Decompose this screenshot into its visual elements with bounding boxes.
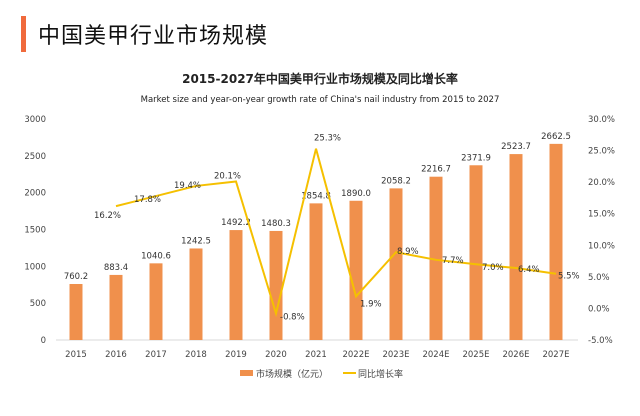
bar — [109, 274, 123, 340]
x-tick-label: 2025E — [462, 350, 489, 360]
bar — [149, 263, 163, 340]
title-accent-bar — [21, 16, 26, 52]
x-tick-label: 2020 — [265, 350, 287, 360]
bar — [309, 203, 323, 340]
legend-line-label: 同比增长率 — [358, 368, 403, 380]
line-data-label: 6.4% — [518, 265, 540, 275]
right-tick-label: 15.0% — [588, 210, 615, 220]
bar — [349, 200, 363, 340]
chart-subtitle: Market size and year-on-year growth rate… — [141, 95, 500, 105]
left-tick-label: 1500 — [24, 226, 46, 236]
bar-data-label: 2371.9 — [461, 153, 491, 163]
bar-data-label: 1492.2 — [221, 218, 251, 228]
bar — [229, 230, 243, 340]
line-data-label: 5.5% — [558, 272, 580, 282]
line-data-label: 8.9% — [397, 247, 419, 257]
left-tick-label: 2500 — [24, 152, 46, 162]
legend: 市场规模（亿元） 同比增长率 — [240, 368, 403, 380]
line-data-label: 1.9% — [360, 299, 382, 309]
bar — [189, 248, 203, 340]
left-tick-label: 0 — [41, 336, 46, 346]
left-tick-label: 500 — [30, 299, 46, 309]
bar-data-label: 1480.3 — [261, 219, 291, 229]
x-tick-label: 2018 — [185, 350, 207, 360]
bar — [549, 143, 563, 340]
line-data-label: 20.1% — [214, 172, 241, 182]
bar-data-label: 1040.6 — [141, 251, 171, 261]
legend-bar-label: 市场规模（亿元） — [256, 368, 328, 380]
x-tick-label: 2023E — [382, 350, 409, 360]
line-data-label: 7.0% — [482, 263, 504, 273]
right-tick-label: 20.0% — [588, 178, 615, 188]
bar-data-label: 2216.7 — [421, 165, 451, 175]
right-tick-label: 10.0% — [588, 241, 615, 251]
left-tick-label: 3000 — [24, 115, 46, 125]
line-data-label: 25.3% — [314, 134, 341, 144]
bar-data-label: 1242.5 — [181, 236, 211, 246]
left-tick-label: 2000 — [24, 189, 46, 199]
bar-data-label: 2662.5 — [541, 132, 571, 142]
right-tick-label: -5.0% — [588, 336, 613, 346]
bar-data-label: 2523.7 — [501, 142, 531, 152]
bar — [389, 188, 403, 340]
legend-bar-swatch — [240, 370, 253, 376]
x-tick-label: 2026E — [502, 350, 529, 360]
x-tick-label: 2021 — [305, 350, 327, 360]
bar — [429, 176, 443, 340]
x-tick-label: 2016 — [105, 350, 127, 360]
x-tick-label: 2024E — [422, 350, 449, 360]
growth-line — [115, 148, 557, 318]
x-tick-label: 2017 — [145, 350, 167, 360]
chart-title: 2015-2027年中国美甲行业市场规模及同比增长率 — [182, 71, 458, 86]
x-tick-label: 2027E — [542, 350, 569, 360]
bar-data-label: 760.2 — [64, 272, 88, 282]
bar-data-label: 2058.2 — [381, 176, 411, 186]
bar — [509, 154, 523, 340]
x-tick-label: 2019 — [225, 350, 247, 360]
page-title: 中国美甲行业市场规模 — [38, 24, 269, 49]
bar — [469, 165, 483, 340]
line-data-label: 7.7% — [442, 256, 464, 266]
line-data-label: 17.8% — [134, 195, 161, 205]
left-tick-label: 1000 — [24, 262, 46, 272]
right-tick-label: 5.0% — [588, 273, 610, 283]
line-data-label: -0.8% — [280, 312, 305, 322]
bar — [269, 230, 283, 340]
bar — [69, 283, 83, 340]
x-tick-label: 2015 — [65, 350, 87, 360]
right-tick-label: 30.0% — [588, 115, 615, 125]
right-tick-label: 25.0% — [588, 147, 615, 157]
bar-data-label: 1890.0 — [341, 189, 371, 199]
x-tick-label: 2022E — [342, 350, 369, 360]
line-data-label: 19.4% — [174, 181, 201, 191]
bar-data-label: 1854.8 — [301, 191, 331, 201]
line-data-label: 16.2% — [94, 211, 121, 221]
right-tick-label: 0.0% — [588, 304, 610, 314]
bar-data-label: 883.4 — [104, 263, 128, 273]
